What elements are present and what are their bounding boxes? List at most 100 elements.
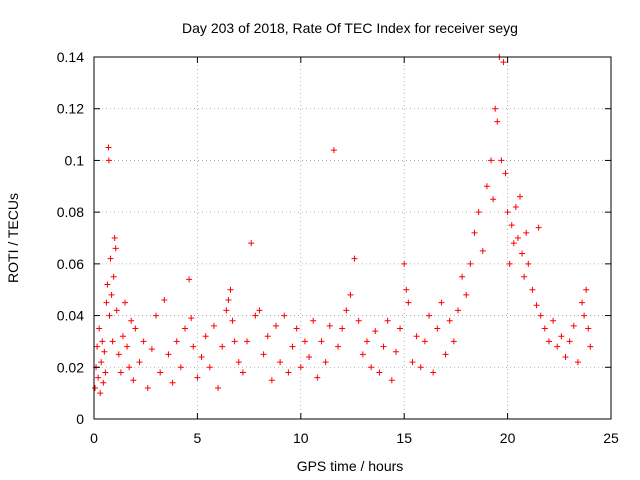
data-point bbox=[264, 333, 271, 340]
y-tick-label: 0.06 bbox=[57, 256, 84, 272]
data-point bbox=[467, 260, 474, 267]
data-point bbox=[550, 317, 557, 324]
data-point bbox=[94, 343, 101, 350]
data-point bbox=[126, 364, 133, 371]
data-point bbox=[202, 333, 209, 340]
data-point bbox=[537, 312, 544, 319]
data-point bbox=[438, 299, 445, 306]
data-point bbox=[523, 229, 530, 236]
data-point bbox=[403, 286, 410, 293]
data-point bbox=[95, 374, 102, 381]
y-tick-labels: 0 0.02 0.04 0.06 0.08 0.1 0.12 0.14 bbox=[57, 49, 84, 427]
data-point bbox=[347, 291, 354, 298]
data-point bbox=[566, 338, 573, 345]
data-point bbox=[293, 325, 300, 332]
data-point bbox=[562, 353, 569, 360]
data-point bbox=[459, 273, 466, 280]
data-point bbox=[225, 297, 232, 304]
data-point bbox=[210, 322, 217, 329]
data-point bbox=[384, 317, 391, 324]
data-point bbox=[268, 377, 275, 384]
data-point bbox=[188, 315, 195, 322]
data-point bbox=[198, 353, 205, 360]
data-point bbox=[359, 351, 366, 358]
data-point bbox=[153, 312, 160, 319]
data-point bbox=[231, 338, 238, 345]
data-point bbox=[289, 343, 296, 350]
data-point bbox=[581, 312, 588, 319]
data-point bbox=[235, 359, 242, 366]
data-point bbox=[413, 333, 420, 340]
data-point bbox=[99, 338, 106, 345]
data-point bbox=[117, 369, 124, 376]
data-point bbox=[430, 369, 437, 376]
data-point bbox=[363, 338, 370, 345]
data-point bbox=[525, 260, 532, 267]
data-point bbox=[144, 384, 151, 391]
data-point bbox=[248, 240, 255, 247]
data-point bbox=[100, 379, 107, 386]
data-point bbox=[521, 273, 528, 280]
y-tick-label: 0.08 bbox=[57, 204, 84, 220]
data-point bbox=[388, 377, 395, 384]
data-point bbox=[492, 105, 499, 112]
data-point bbox=[260, 351, 267, 358]
data-point bbox=[215, 384, 222, 391]
y-tick-label: 0.12 bbox=[57, 101, 84, 117]
data-point bbox=[148, 346, 155, 353]
data-point bbox=[124, 343, 131, 350]
data-point bbox=[92, 384, 99, 391]
data-point bbox=[512, 203, 519, 210]
x-axis-label: GPS time / hours bbox=[297, 458, 404, 474]
data-point bbox=[301, 338, 308, 345]
data-point bbox=[130, 377, 137, 384]
data-point bbox=[454, 307, 461, 314]
data-point bbox=[132, 325, 139, 332]
axes-ticks bbox=[93, 56, 612, 420]
data-point bbox=[306, 353, 313, 360]
x-tick-label: 5 bbox=[194, 430, 202, 446]
y-tick-label: 0.14 bbox=[57, 49, 84, 65]
data-point bbox=[297, 364, 304, 371]
data-point bbox=[488, 157, 495, 164]
y-axis-label: ROTI / TECUs bbox=[5, 193, 21, 283]
data-point bbox=[169, 379, 176, 386]
data-point bbox=[585, 325, 592, 332]
data-point bbox=[229, 317, 236, 324]
data-point bbox=[574, 359, 581, 366]
data-point bbox=[103, 299, 110, 306]
data-point bbox=[529, 286, 536, 293]
data-point bbox=[417, 364, 424, 371]
data-point bbox=[173, 338, 180, 345]
data-point bbox=[165, 351, 172, 358]
data-point bbox=[335, 343, 342, 350]
data-point bbox=[376, 369, 383, 376]
data-point bbox=[105, 157, 112, 164]
data-point bbox=[239, 369, 246, 376]
data-point bbox=[533, 302, 540, 309]
data-point bbox=[272, 322, 279, 329]
data-point bbox=[105, 144, 112, 151]
data-point bbox=[223, 307, 230, 314]
data-point bbox=[190, 343, 197, 350]
data-point bbox=[115, 351, 122, 358]
data-point bbox=[128, 317, 135, 324]
data-point bbox=[351, 255, 358, 262]
data-point bbox=[510, 240, 517, 247]
data-point bbox=[479, 247, 486, 254]
data-point bbox=[177, 364, 184, 371]
x-tick-label: 25 bbox=[603, 430, 619, 446]
data-point bbox=[104, 281, 111, 288]
grid bbox=[94, 57, 611, 419]
data-point bbox=[397, 325, 404, 332]
data-point bbox=[314, 374, 321, 381]
data-point bbox=[108, 291, 115, 298]
data-point bbox=[181, 325, 188, 332]
x-tick-label: 20 bbox=[500, 430, 516, 446]
data-point bbox=[541, 325, 548, 332]
data-point bbox=[112, 245, 119, 252]
data-point bbox=[500, 59, 507, 66]
data-point bbox=[355, 317, 362, 324]
data-point bbox=[392, 348, 399, 355]
data-point bbox=[110, 273, 117, 280]
